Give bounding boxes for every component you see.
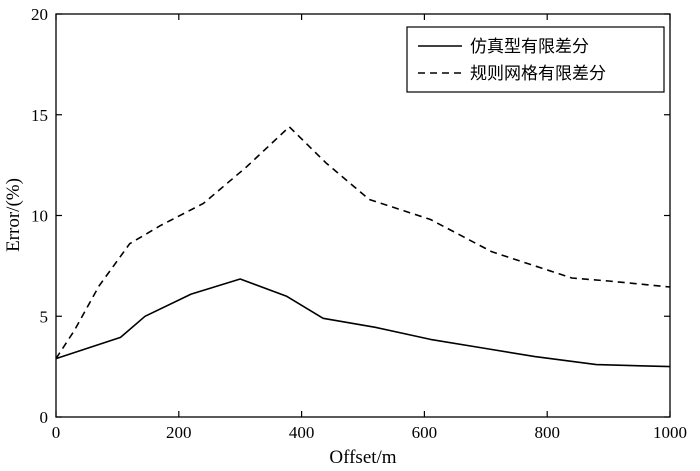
x-tick-label: 1000 <box>653 423 687 442</box>
x-tick-label: 600 <box>412 423 438 442</box>
y-tick-label: 0 <box>40 408 49 427</box>
y-tick-label: 20 <box>31 5 48 24</box>
x-axis-label: Offset/m <box>329 447 396 468</box>
series-layer <box>55 126 671 368</box>
y-tick-label: 15 <box>31 106 48 125</box>
series-line-2 <box>55 126 671 360</box>
legend-label-series-1: 仿真型有限差分 <box>470 37 589 57</box>
y-axis-label: Error/(%) <box>3 178 24 252</box>
x-tick-label: 0 <box>52 423 61 442</box>
legend-label-series-2: 规则网格有限差分 <box>470 64 606 84</box>
legend: 仿真型有限差分 规则网格有限差分 <box>406 26 665 93</box>
series-line-1 <box>55 278 671 368</box>
y-tick-label: 10 <box>31 207 48 226</box>
legend-box <box>406 26 665 93</box>
y-tick-label: 5 <box>40 307 49 326</box>
x-tick-label: 200 <box>166 423 192 442</box>
x-tick-label: 400 <box>289 423 315 442</box>
x-tick-label: 800 <box>534 423 560 442</box>
x-axis-ticks: 0 200 400 600 800 1000 <box>52 14 687 442</box>
y-axis-ticks: 0 5 10 15 20 <box>31 5 670 427</box>
